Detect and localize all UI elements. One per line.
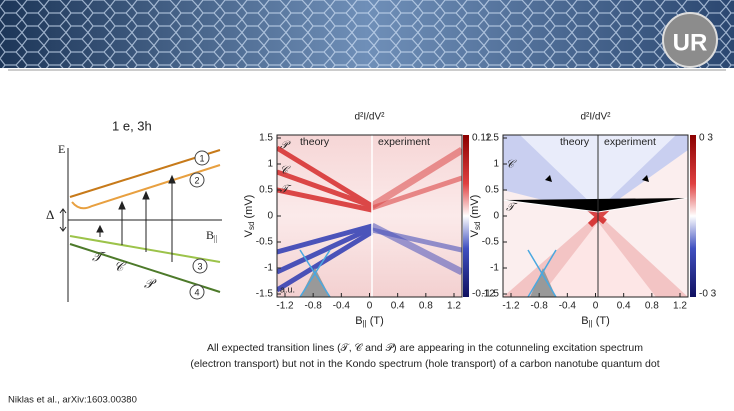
transition-label: 𝒯 bbox=[92, 249, 106, 264]
gap: Δ bbox=[46, 207, 54, 222]
y-tick-label: 0 bbox=[267, 211, 273, 222]
x-tick-label: -0.8 bbox=[305, 301, 323, 312]
colorbar bbox=[690, 135, 696, 297]
heatmap bbox=[277, 135, 462, 297]
plot-title: d²I/dV² bbox=[580, 112, 611, 123]
unit-note: a.u. bbox=[280, 284, 295, 294]
x-tick-label: -0.4 bbox=[559, 301, 577, 312]
slide: UR 1 e, 3h E B|| Δ 1234 𝒯 𝒞 𝒫 bbox=[0, 0, 734, 411]
citation: Niklas et al., arXiv:1603.00380 bbox=[8, 395, 137, 406]
y-axis-label: Vsd (mV) bbox=[243, 195, 256, 238]
x-tick-label: 0 bbox=[367, 301, 373, 312]
y-tick-label: 1 bbox=[267, 159, 273, 170]
y-label-unit: (mV) bbox=[469, 195, 481, 222]
panel-label: theory bbox=[560, 136, 590, 148]
diagram-title: 1 e, 3h bbox=[112, 118, 152, 133]
x-tick-label: -1.2 bbox=[502, 301, 520, 312]
x-label-unit: (T) bbox=[367, 315, 384, 327]
x-tick-label: 0.4 bbox=[617, 301, 631, 312]
x-tick-label: 0.8 bbox=[419, 301, 433, 312]
field-main: B bbox=[206, 228, 214, 242]
y-tick-label: 1.5 bbox=[485, 133, 499, 144]
y-tick-label: 0.5 bbox=[259, 185, 273, 196]
y-tick-label: -1.5 bbox=[482, 289, 500, 300]
colorbar-label: -0 3 bbox=[699, 289, 717, 300]
x-tick-label: 0.8 bbox=[645, 301, 659, 312]
x-label-main: B bbox=[355, 315, 362, 327]
y-tick-label: -0.5 bbox=[482, 237, 500, 248]
heatmap bbox=[503, 135, 688, 297]
x-tick-label: 1.2 bbox=[673, 301, 687, 312]
x-label-unit: (T) bbox=[593, 315, 610, 327]
x-tick-label: -0.8 bbox=[531, 301, 549, 312]
y-tick-label: 1 bbox=[493, 159, 499, 170]
x-axis-label: B|| (T) bbox=[355, 315, 384, 328]
x-tick-label: -1.2 bbox=[276, 301, 294, 312]
y-tick-label: 1.5 bbox=[259, 133, 273, 144]
colorbar-label: 0 3 bbox=[699, 133, 713, 144]
x-tick-label: -0.4 bbox=[333, 301, 351, 312]
field-axis: B|| bbox=[206, 228, 217, 243]
panel-label: experiment bbox=[604, 136, 656, 148]
level-number: 3 bbox=[197, 261, 202, 271]
panel-label: experiment bbox=[378, 136, 430, 148]
y-tick-label: 0 bbox=[493, 211, 499, 222]
level-number: 4 bbox=[194, 287, 199, 297]
y-label-sub: sd bbox=[473, 222, 482, 230]
x-label-main: B bbox=[581, 315, 588, 327]
y-label-sub: sd bbox=[247, 222, 256, 230]
x-tick-label: 0 bbox=[593, 301, 599, 312]
x-tick-label: 1.2 bbox=[447, 301, 461, 312]
x-axis-label: B|| (T) bbox=[581, 315, 610, 328]
plot-title: d²I/dV² bbox=[354, 112, 385, 123]
x-tick-label: 0.4 bbox=[391, 301, 405, 312]
logo: UR bbox=[673, 29, 708, 56]
y-tick-label: -1.5 bbox=[256, 289, 274, 300]
y-label-unit: (mV) bbox=[243, 195, 255, 222]
transition-label: 𝒫 bbox=[144, 276, 157, 291]
energy-axis: E bbox=[58, 142, 65, 156]
banner: UR bbox=[0, 0, 734, 68]
caption-line: (electron transport) but not in the Kond… bbox=[190, 358, 659, 370]
y-tick-label: -0.5 bbox=[256, 237, 274, 248]
level-number: 2 bbox=[194, 175, 199, 185]
y-tick-label: 0.5 bbox=[485, 185, 499, 196]
field-sub: || bbox=[214, 234, 217, 243]
y-tick-label: -1 bbox=[264, 263, 273, 274]
panel-label: theory bbox=[300, 136, 330, 148]
y-tick-label: -1 bbox=[490, 263, 499, 274]
level-number: 1 bbox=[199, 153, 204, 163]
caption-line: All expected transition lines (𝒯, 𝒞 and … bbox=[207, 342, 643, 354]
y-axis-label: Vsd (mV) bbox=[469, 195, 482, 238]
